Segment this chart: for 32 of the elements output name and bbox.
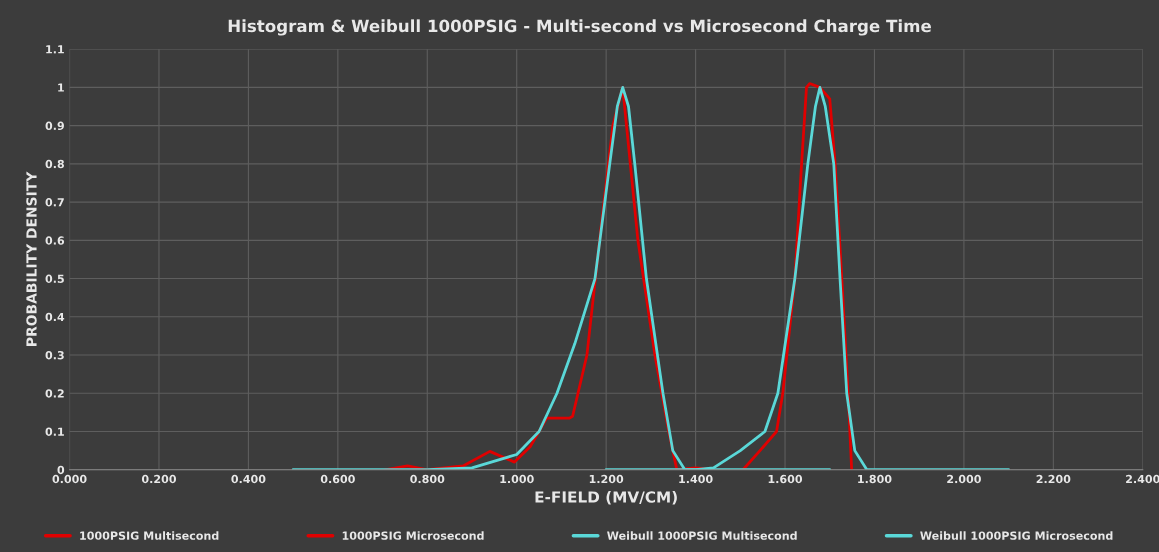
x-tick-label: 0.000 xyxy=(52,474,87,484)
x-tick-label: 2.400 xyxy=(1126,474,1159,484)
y-tick-label: 0.4 xyxy=(45,312,65,322)
y-tick-label: 0.3 xyxy=(45,351,64,360)
y-tick-label: 0.8 xyxy=(45,159,64,169)
y-tick-label: 1 xyxy=(58,83,64,92)
x-tick-label: 0.800 xyxy=(410,474,445,484)
x-tick-label: 1.000 xyxy=(500,474,534,484)
legend-label: 1000PSIG Multisecond xyxy=(80,531,219,540)
x-tick-label: 1.800 xyxy=(858,474,892,484)
y-tick-label: 1.1 xyxy=(46,45,64,54)
x-tick-label: 0.200 xyxy=(141,474,177,484)
legend-label: Weibull 1000PSIG Multisecond xyxy=(607,531,797,540)
x-axis-title: E-FIELD (MV/CM) xyxy=(535,490,677,505)
y-tick-label: 0.9 xyxy=(45,121,64,130)
x-tick-label: 1.600 xyxy=(768,474,803,484)
y-axis-title: PROBABILITY DENSITY xyxy=(26,171,37,346)
legend-label: Weibull 1000PSIG Microsecond xyxy=(920,531,1113,540)
legend-label: 1000PSIG Microsecond xyxy=(342,531,484,540)
y-tick-label: 0 xyxy=(57,465,65,475)
y-tick-label: 0.1 xyxy=(45,427,64,436)
x-tick-label: 1.200 xyxy=(589,474,624,484)
y-tick-label: 0.6 xyxy=(45,236,65,245)
x-tick-label: 2.000 xyxy=(947,474,981,484)
y-tick-label: 0.2 xyxy=(45,389,64,398)
y-tick-label: 0.5 xyxy=(45,274,64,283)
x-tick-label: 2.200 xyxy=(1036,474,1071,484)
x-tick-label: 0.400 xyxy=(231,474,266,484)
x-tick-label: 0.600 xyxy=(320,474,355,484)
y-tick-label: 0.7 xyxy=(45,198,64,207)
chart-title: Histogram & Weibull 1000PSIG - Multi-second vs Microsecond Charge Time xyxy=(228,19,931,36)
x-tick-label: 1.400 xyxy=(679,474,713,484)
